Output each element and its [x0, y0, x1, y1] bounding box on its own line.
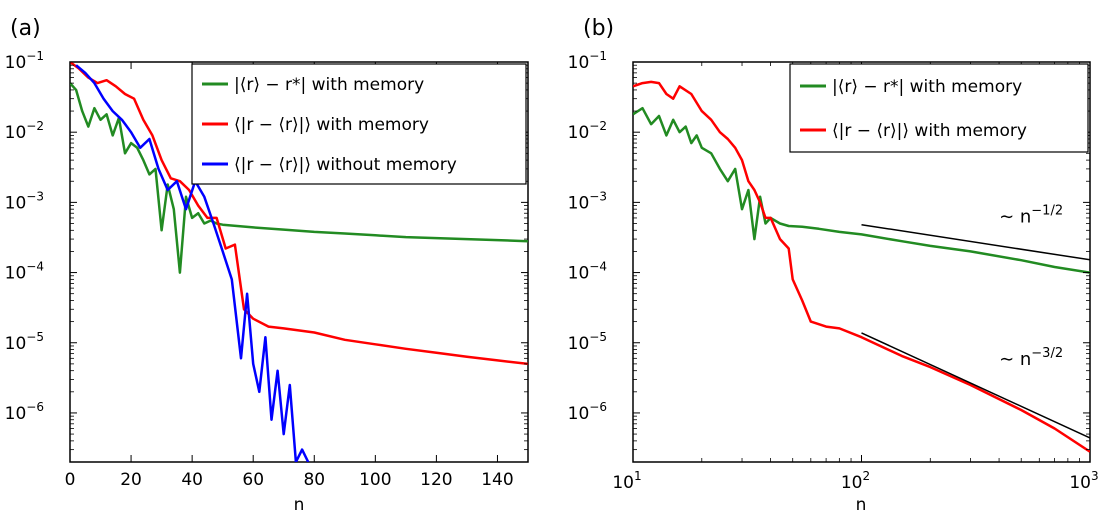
y-tick-label-base: 10	[5, 404, 27, 424]
panel-a-frame	[69, 61, 529, 463]
y-tick-label-base: 10	[5, 193, 27, 213]
x-tick-label: 103	[1069, 469, 1098, 493]
series-line	[633, 80, 1090, 453]
y-tick-label-base: 10	[568, 53, 590, 73]
x-tick-label: 120	[420, 470, 452, 490]
x-tick-label: 140	[481, 470, 513, 490]
series-line	[70, 62, 528, 366]
y-tick-label-exponent: −5	[589, 330, 607, 344]
panel-1-legend: |⟨r⟩ − r*| with memory ⟨|r − ⟨r⟩|⟩ with m…	[789, 63, 1089, 153]
y-tick-label-base: 10	[568, 123, 590, 143]
power-law-annotation: ∼ n−3/2	[999, 346, 1063, 370]
y-tick-label: 10−4	[568, 260, 607, 284]
y-tick-label-base: 10	[568, 264, 590, 284]
y-tick-label-exponent: −5	[26, 330, 44, 344]
series-line	[633, 106, 1090, 274]
y-tick-label-exponent: −2	[589, 119, 607, 133]
x-tick-label-exponent: 1	[634, 469, 642, 483]
y-tick-label-exponent: −6	[589, 400, 607, 414]
legend-label: ⟨|r − ⟨r⟩|⟩ with memory	[832, 121, 1027, 141]
x-tick-label-exponent: 2	[863, 469, 871, 483]
y-tick-label: 10−3	[5, 189, 44, 213]
y-tick-label-exponent: −1	[589, 49, 607, 63]
y-tick-label: 10−3	[568, 189, 607, 213]
x-tick-label-exponent: 3	[1091, 469, 1099, 483]
panel-0-y-axis: 10−110−210−310−410−510−6	[5, 49, 528, 451]
x-tick-label-base: 10	[841, 473, 863, 493]
x-tick-label: 101	[612, 469, 641, 493]
annotation-prefix: ∼ n	[999, 206, 1031, 227]
panel-1-x-axis: 101 102 103	[612, 62, 1099, 493]
y-tick-label: 10−5	[568, 330, 607, 354]
power-law-reference-line	[861, 223, 1090, 261]
legend-label: ⟨|r − ⟨r⟩|⟩ with memory	[234, 115, 429, 135]
y-tick-label-base: 10	[5, 334, 27, 354]
legend-label: |⟨r⟩ − r*| with memory	[832, 77, 1022, 97]
y-tick-label-exponent: −4	[26, 260, 44, 274]
y-tick-label-base: 10	[5, 53, 27, 73]
y-tick-label: 10−1	[568, 49, 607, 73]
panel-a-x-axis-label: n	[294, 495, 305, 515]
y-tick-label-base: 10	[568, 404, 590, 424]
series-line	[75, 64, 310, 462]
y-tick-label: 10−1	[5, 49, 44, 73]
x-tick-label: 20	[120, 470, 142, 490]
y-tick-label-exponent: −1	[26, 49, 44, 63]
annotation-exponent: −3/2	[1031, 346, 1063, 361]
y-tick-label-exponent: −4	[589, 260, 607, 274]
series-line	[70, 82, 528, 274]
x-tick-label: 0	[65, 470, 76, 490]
y-tick-label: 10−5	[5, 330, 44, 354]
legend-label: ⟨|r − ⟨r⟩|⟩ without memory	[234, 155, 457, 175]
x-tick-label: 40	[181, 470, 203, 490]
y-tick-label: 10−6	[568, 400, 607, 424]
panel-a: (a) 10−110−210−310−410−510−60 20 40 60 80 100…	[5, 16, 529, 515]
panel-a-plot-area: 10−110−210−310−410−510−60 20 40 60 80 100 120 1…	[5, 49, 529, 490]
panel-b-label: (b)	[583, 16, 614, 41]
legend-box	[789, 63, 1089, 153]
y-tick-label-exponent: −3	[26, 189, 44, 203]
y-tick-label: 10−2	[5, 119, 44, 143]
y-tick-label: 10−6	[5, 400, 44, 424]
y-tick-label: 10−4	[5, 260, 44, 284]
y-tick-label-base: 10	[568, 193, 590, 213]
panel-b-x-axis-label: n	[856, 495, 867, 515]
power-law-reference-line	[861, 332, 1090, 439]
x-tick-label: 100	[359, 470, 391, 490]
legend-box	[191, 63, 527, 185]
y-tick-label-base: 10	[5, 123, 27, 143]
annotation-exponent: −1/2	[1031, 203, 1063, 218]
x-tick-label-base: 10	[612, 473, 634, 493]
y-tick-label-exponent: −3	[589, 189, 607, 203]
panel-0-series-group	[70, 62, 528, 462]
legend-label: |⟨r⟩ − r*| with memory	[234, 75, 424, 95]
y-tick-label-base: 10	[568, 334, 590, 354]
y-tick-label: 10−2	[568, 119, 607, 143]
panel-a-label: (a)	[10, 16, 41, 41]
power-law-annotation: ∼ n−1/2	[999, 203, 1063, 227]
x-tick-label: 80	[303, 470, 325, 490]
y-tick-label-exponent: −6	[26, 400, 44, 414]
y-tick-label-base: 10	[5, 264, 27, 284]
panel-0-legend: |⟨r⟩ − r*| with memory ⟨|r − ⟨r⟩|⟩ with m…	[191, 63, 527, 185]
x-tick-label: 60	[242, 470, 264, 490]
x-tick-label-base: 10	[1069, 473, 1091, 493]
panel-1-series-group	[633, 80, 1090, 453]
x-tick-label: 102	[841, 469, 870, 493]
annotation-prefix: ∼ n	[999, 349, 1031, 370]
y-tick-label-exponent: −2	[26, 119, 44, 133]
